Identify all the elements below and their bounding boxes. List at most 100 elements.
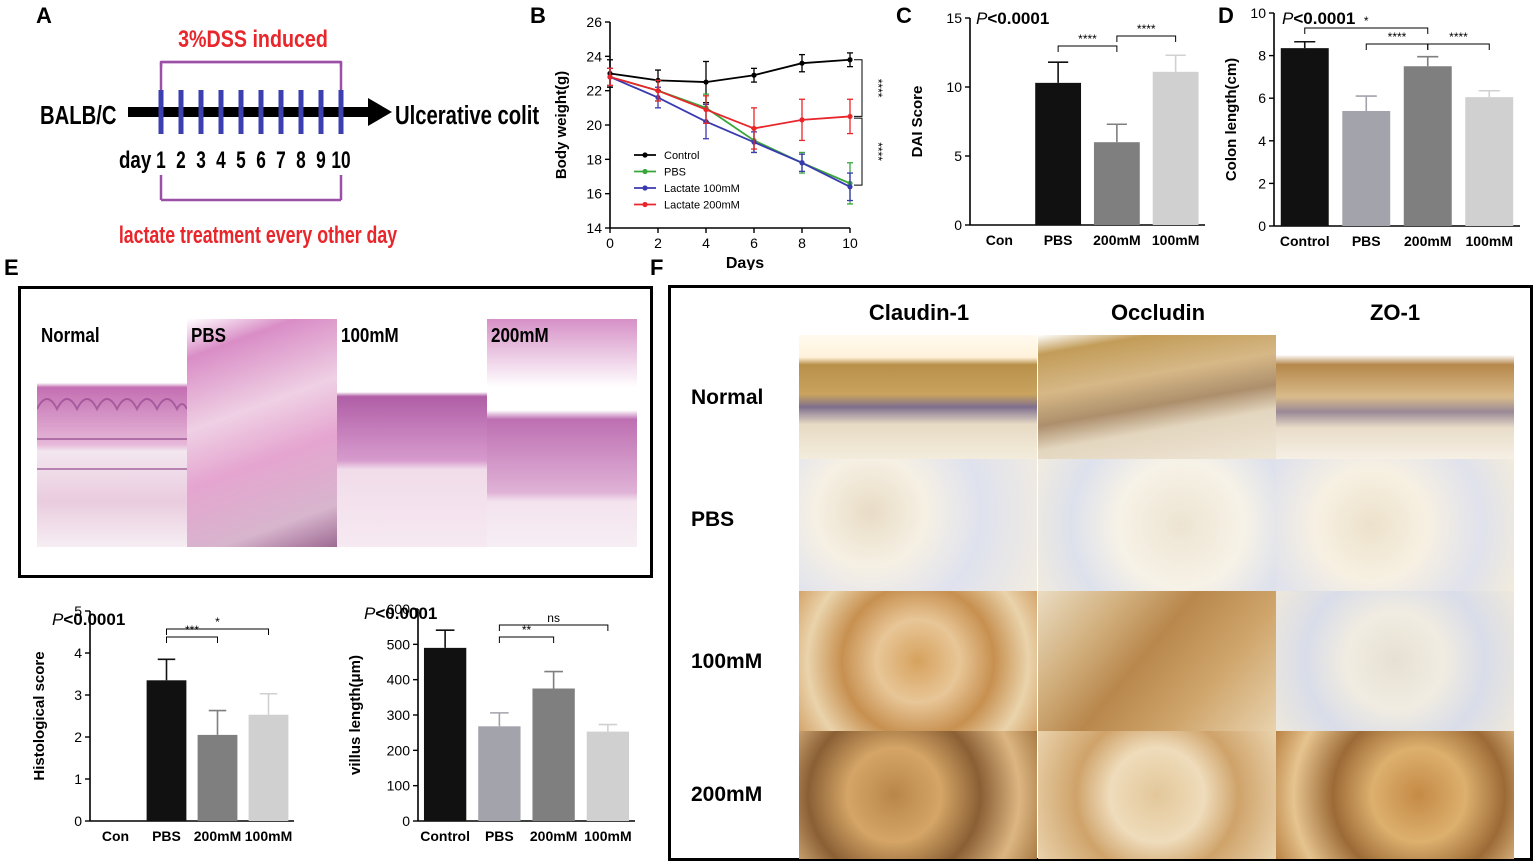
E-hist-sig-label-0: *** xyxy=(185,623,199,637)
C-ytick-label: 15 xyxy=(946,10,962,26)
E-hist-bar-2 xyxy=(197,734,238,821)
E-villus-sig-bracket-1 xyxy=(498,624,609,631)
villi-pattern xyxy=(37,398,187,470)
E-hist-category-3: 100mM xyxy=(245,828,292,844)
E-villus-category-3: 100mM xyxy=(584,828,631,844)
b-sig-bracket-1 xyxy=(854,59,863,117)
E-villus-sig-bracket-0 xyxy=(498,636,555,643)
villus-length-bar-chart: 0 100 200 300 400 500 600 villus length(μm) Cont… xyxy=(347,601,635,844)
ihc-column-claudin: Claudin-1 xyxy=(868,300,970,325)
ihc-tile-occludin-100mm xyxy=(1038,591,1276,731)
ihc-image-frame: Claudin-1 Occludin ZO-1 Normal PBS 100mM… xyxy=(668,285,1533,861)
E-hist-sig-bracket-0 xyxy=(166,636,218,643)
b-legend-marker-3 xyxy=(642,201,648,208)
panel-letter-e: E xyxy=(4,255,19,280)
C-bar-2 xyxy=(1093,142,1140,225)
ihc-tile-occludin-pbs xyxy=(1038,459,1276,591)
ihc-tile-occludin-200mm xyxy=(1038,731,1276,859)
E-hist-pvalue-prefix: P xyxy=(52,610,64,629)
C-sig-label-0: **** xyxy=(1078,32,1097,46)
b-point xyxy=(607,74,613,80)
D-ytick-label: 8 xyxy=(1258,48,1266,64)
C-pvalue-prefix: P xyxy=(976,9,988,28)
b-legend-marker-1 xyxy=(642,168,648,175)
b-series-line-0 xyxy=(609,58,851,83)
histology-label-200mm: 200mM xyxy=(491,325,549,347)
C-category-2: 200mM xyxy=(1093,232,1140,248)
b-legend-label-1: PBS xyxy=(664,167,686,179)
panel-letter-f: F xyxy=(650,255,664,280)
E-villus-pvalue-text: <0.0001 xyxy=(375,604,437,623)
D-sig-label-1: **** xyxy=(1388,30,1407,44)
D-category-0: Control xyxy=(1280,233,1330,249)
D-category-1: PBS xyxy=(1352,233,1381,249)
b-xtick-label: 6 xyxy=(750,235,758,251)
E-hist-ytick-label: 5 xyxy=(74,603,82,619)
day-number-3: 3 xyxy=(196,147,206,173)
histology-tile-normal: Normal xyxy=(37,319,187,547)
top-bracket xyxy=(161,62,341,90)
b-point xyxy=(799,117,805,123)
E-villus-category-2: 200mM xyxy=(530,828,577,844)
histology-tile-pbs: PBS xyxy=(187,319,337,547)
E-villus-category-0: Control xyxy=(420,828,470,844)
C-sig-label-1: **** xyxy=(1137,22,1156,36)
E-hist-pvalue: P<0.0001 xyxy=(52,610,125,629)
C-ytick-label: 10 xyxy=(946,79,962,95)
colon-length-bar-chart: 0 2 4 6 8 10 Colon length(cm) Control PBS 200mM 10… xyxy=(1223,5,1520,249)
C-y-label: DAI Score xyxy=(909,86,926,158)
day-number-5: 5 xyxy=(236,147,246,173)
E-villus-bar-1 xyxy=(478,726,521,821)
C-pvalue: P<0.0001 xyxy=(976,9,1049,28)
ihc-column-occludin: Occludin xyxy=(1110,300,1206,325)
ihc-tile-zo1-200mm xyxy=(1276,731,1514,859)
panel-letter-d: D xyxy=(1218,3,1234,28)
day-number-2: 2 xyxy=(176,147,186,173)
C-ytick-label: 5 xyxy=(954,148,962,164)
D-pvalue-prefix: P xyxy=(1282,9,1294,28)
b-point xyxy=(751,125,757,132)
D-category-3: 100mM xyxy=(1466,233,1513,249)
b-point xyxy=(703,79,709,85)
D-sig-bracket-1 xyxy=(1365,43,1429,50)
b-point xyxy=(751,72,757,78)
C-sig-bracket-1 xyxy=(1116,35,1177,42)
ihc-tile-zo1-100mm xyxy=(1276,591,1514,731)
dai-score-bar-chart: 0 5 10 15 DAI Score Con PBS 200mM 100mM **** **** P… xyxy=(909,9,1205,248)
ihc-row-100mm: 100mM xyxy=(691,650,763,673)
b-xtick-label: 10 xyxy=(842,235,858,251)
b-ytick-label: 16 xyxy=(586,186,602,202)
D-bar-1 xyxy=(1342,110,1391,226)
b-ytick-label: 22 xyxy=(586,83,602,99)
b-point xyxy=(799,60,805,66)
E-villus-y-label: villus length(μm) xyxy=(347,655,364,775)
b-legend-label-3: Lactate 200mM xyxy=(664,200,740,212)
E-villus-bar-3 xyxy=(586,731,630,821)
E-villus-sig-label-0: ** xyxy=(522,623,532,637)
D-ytick-label: 0 xyxy=(1258,218,1266,234)
start-label: BALB/C xyxy=(40,101,117,130)
E-villus-bar-0 xyxy=(423,647,467,821)
C-bar-1 xyxy=(1035,82,1082,225)
b-y-label: Body weight(g) xyxy=(553,71,570,179)
D-sig-label-2: **** xyxy=(1449,30,1468,44)
D-y-label: Colon length(cm) xyxy=(1223,58,1240,181)
histology-label-normal: Normal xyxy=(41,325,100,347)
b-sig-label-1: **** xyxy=(871,79,885,98)
ihc-tile-zo1-normal xyxy=(1276,335,1514,459)
D-bar-2 xyxy=(1403,66,1452,226)
b-legend-marker-0 xyxy=(642,152,648,158)
D-sig-bracket-2 xyxy=(1427,43,1490,50)
E-villus-ytick-label: 600 xyxy=(387,601,411,617)
ihc-tile-claudin-100mm xyxy=(799,591,1037,731)
C-sig-bracket-0 xyxy=(1057,45,1118,52)
b-point xyxy=(799,160,805,166)
panel-letter-a: A xyxy=(36,3,52,28)
ihc-row-normal: Normal xyxy=(691,386,764,409)
E-villus-category-1: PBS xyxy=(485,828,514,844)
day-number-4: 4 xyxy=(216,147,226,173)
end-label: Ulcerative colitis xyxy=(395,101,540,130)
C-pvalue-text: <0.0001 xyxy=(987,9,1049,28)
b-ytick-label: 18 xyxy=(586,151,602,167)
E-villus-ytick-label: 500 xyxy=(387,636,411,652)
